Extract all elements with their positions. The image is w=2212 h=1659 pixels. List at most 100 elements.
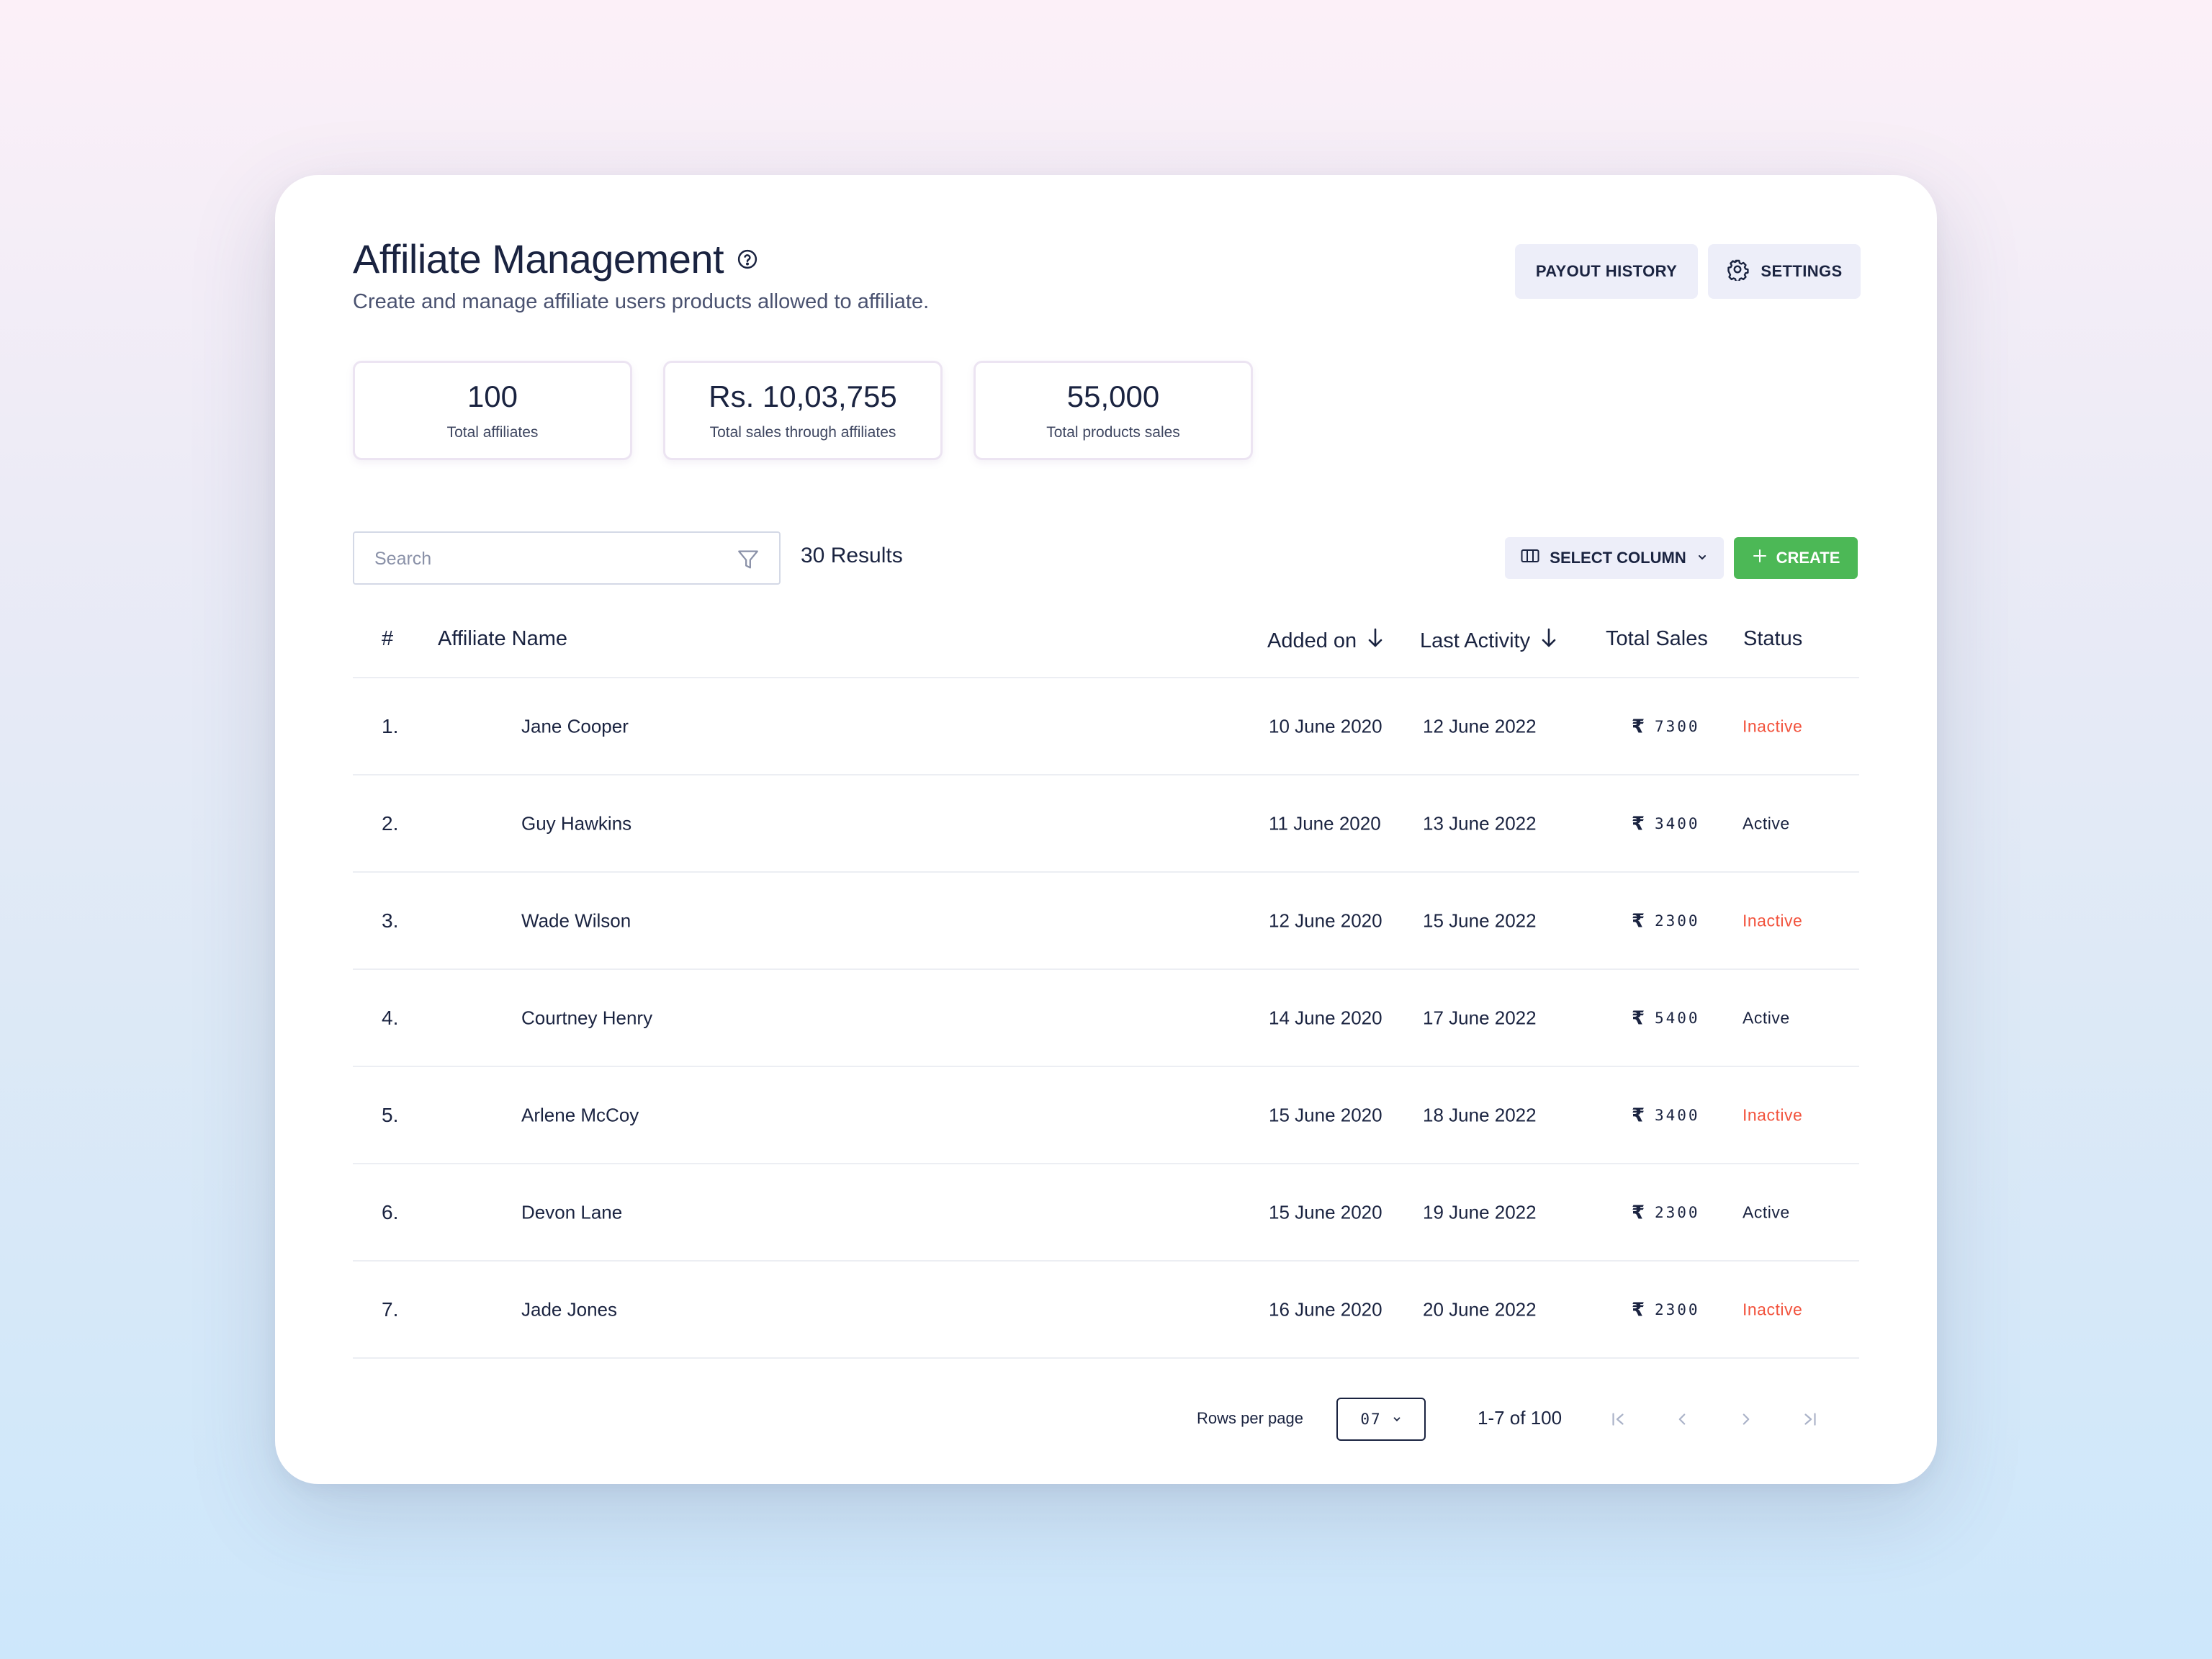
page-title: Affiliate Management [353,236,724,282]
search-box [353,531,781,585]
last-activity: 15 June 2022 [1423,909,1537,931]
results-count: 30 Results [801,544,903,567]
row-number: 3. [382,909,399,932]
header-divider [353,677,1859,678]
stat-value: 100 [467,379,518,413]
select-column-button[interactable]: SELECT COLUMN [1505,537,1724,579]
added-on: 16 June 2020 [1269,1298,1382,1320]
chevron-down-icon [1696,549,1708,567]
first-page-icon[interactable] [1606,1407,1630,1431]
settings-label: SETTINGS [1761,262,1843,280]
filter-icon[interactable] [736,547,760,572]
status-badge: Inactive [1743,1300,1803,1318]
affiliate-name[interactable]: Devon Lane [521,1201,623,1223]
create-label: CREATE [1776,549,1840,567]
status-badge: Active [1743,1008,1790,1027]
rupee-icon: ₹ [1632,812,1645,834]
row-number: 1. [382,714,399,737]
column-header-status[interactable]: Status [1743,627,1803,650]
added-on: 15 June 2020 [1269,1201,1382,1223]
column-header-last-activity[interactable]: Last Activity [1420,627,1557,655]
rupee-icon: ₹ [1632,1298,1645,1320]
status-badge: Inactive [1743,716,1803,735]
next-page-icon[interactable] [1734,1407,1758,1431]
affiliate-name[interactable]: Wade Wilson [521,909,631,931]
row-number: 4. [382,1006,399,1029]
rows-per-page-select[interactable]: 07 [1336,1398,1426,1441]
added-on: 11 June 2020 [1269,812,1381,834]
row-number: 2. [382,811,399,835]
total-sales: 2300 [1655,1300,1700,1318]
status-badge: Active [1743,814,1790,832]
status-badge: Inactive [1743,911,1803,930]
table-row[interactable]: 6. Devon Lane 15 June 2020 19 June 2022 … [353,1164,1859,1262]
added-on: 15 June 2020 [1269,1104,1382,1125]
stat-label: Total products sales [1046,424,1180,441]
previous-page-icon[interactable] [1670,1407,1694,1431]
sort-arrow-down-icon[interactable] [1540,627,1557,655]
search-input[interactable] [374,546,720,572]
chevron-down-icon [1392,1411,1402,1428]
status-badge: Active [1743,1202,1790,1221]
table-row[interactable]: 7. Jade Jones 16 June 2020 20 June 2022 … [353,1262,1859,1359]
stat-value: 55,000 [1066,379,1160,413]
total-sales: 2300 [1655,1203,1700,1221]
table-row[interactable]: 4. Courtney Henry 14 June 2020 17 June 2… [353,970,1859,1067]
affiliate-name[interactable]: Arlene McCoy [521,1104,639,1125]
column-header-number: # [382,627,394,650]
main-card: Affiliate Management Create and manage a… [275,175,1937,1484]
sort-arrow-down-icon[interactable] [1367,627,1384,655]
last-page-icon[interactable] [1798,1407,1822,1431]
last-activity: 18 June 2022 [1423,1104,1537,1125]
last-activity: 12 June 2022 [1423,715,1537,737]
column-header-total-sales[interactable]: Total Sales [1606,627,1708,650]
stat-card-total-affiliates: 100 Total affiliates [353,361,632,460]
table-row[interactable]: 1. Jane Cooper 10 June 2020 12 June 2022… [353,678,1859,775]
payout-history-button[interactable]: PAYOUT HISTORY [1515,244,1698,299]
row-number: 6. [382,1200,399,1223]
stat-label: Total sales through affiliates [709,424,896,441]
rows-per-page-value: 07 [1360,1411,1382,1428]
table-row[interactable]: 2. Guy Hawkins 11 June 2020 13 June 2022… [353,775,1859,873]
total-sales: 3400 [1655,1106,1700,1124]
rupee-icon: ₹ [1632,1007,1645,1028]
status-badge: Inactive [1743,1105,1803,1124]
last-activity: 19 June 2022 [1423,1201,1537,1223]
settings-button[interactable]: SETTINGS [1708,244,1861,299]
row-number: 7. [382,1298,399,1321]
page-range: 1-7 of 100 [1478,1407,1563,1429]
affiliate-name[interactable]: Jane Cooper [521,715,629,737]
added-on: 14 June 2020 [1269,1007,1382,1028]
last-activity: 17 June 2022 [1423,1007,1537,1028]
affiliate-name[interactable]: Guy Hawkins [521,812,632,834]
rupee-icon: ₹ [1632,909,1645,931]
create-button[interactable]: CREATE [1734,537,1858,579]
table-row[interactable]: 3. Wade Wilson 12 June 2020 15 June 2022… [353,873,1859,970]
rupee-icon: ₹ [1632,1104,1645,1125]
gear-icon [1726,258,1749,285]
affiliate-name[interactable]: Courtney Henry [521,1007,653,1028]
total-sales: 3400 [1655,814,1700,832]
total-sales: 5400 [1655,1009,1700,1027]
rupee-icon: ₹ [1632,1201,1645,1223]
page-subtitle: Create and manage affiliate users produc… [353,290,930,313]
last-activity: 20 June 2022 [1423,1298,1537,1320]
column-header-affiliate-name[interactable]: Affiliate Name [438,627,567,650]
stat-card-total-products-sales: 55,000 Total products sales [974,361,1253,460]
select-column-label: SELECT COLUMN [1550,549,1686,567]
column-header-added-on[interactable]: Added on [1267,627,1384,655]
table-row[interactable]: 5. Arlene McCoy 15 June 2020 18 June 202… [353,1067,1859,1164]
help-icon[interactable] [737,248,758,270]
affiliate-name[interactable]: Jade Jones [521,1298,617,1320]
added-on: 12 June 2020 [1269,909,1382,931]
plus-icon [1752,548,1768,568]
stat-card-total-sales: Rs. 10,03,755 Total sales through affili… [663,361,943,460]
columns-icon [1521,548,1539,568]
total-sales: 2300 [1655,912,1700,930]
last-activity: 13 June 2022 [1423,812,1537,834]
added-on: 10 June 2020 [1269,715,1382,737]
stat-label: Total affiliates [446,424,539,441]
row-number: 5. [382,1103,399,1126]
rows-per-page-label: Rows per page [1197,1409,1303,1427]
